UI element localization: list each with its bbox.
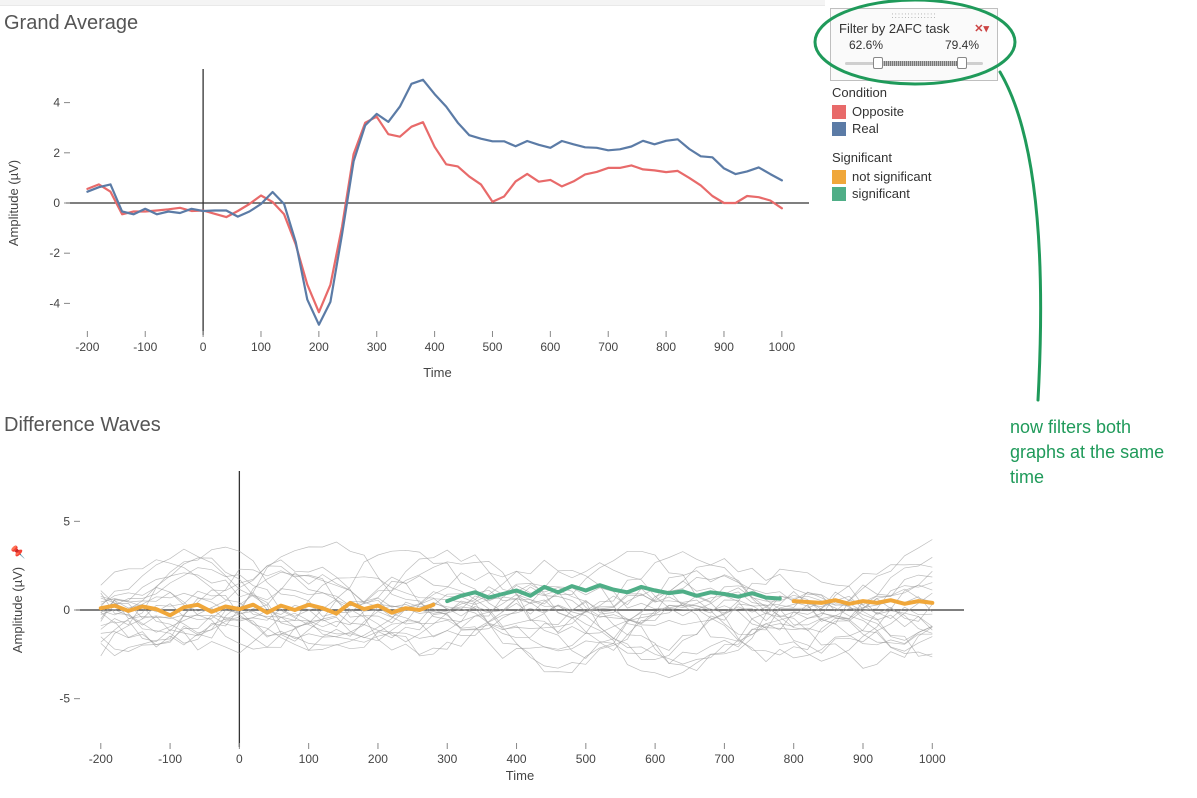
svg-text:-200: -200 (75, 340, 99, 354)
annotation-text: now filters bothgraphs at the sametime (1010, 415, 1164, 491)
svg-text:400: 400 (507, 752, 527, 766)
filter-panel[interactable]: :::::::::::::: Filter by 2AFC task ✕▾ 62… (830, 8, 998, 81)
svg-text:-100: -100 (133, 340, 157, 354)
filter-clear-icon[interactable]: ✕▾ (974, 22, 989, 35)
svg-text:-100: -100 (158, 752, 182, 766)
svg-text:0: 0 (63, 603, 70, 617)
svg-text:Amplitude (µV): Amplitude (µV) (6, 160, 21, 246)
svg-text:200: 200 (309, 340, 329, 354)
svg-text:500: 500 (576, 752, 596, 766)
top-strip (0, 0, 825, 6)
svg-text:-4: -4 (49, 296, 60, 310)
svg-text:600: 600 (645, 752, 665, 766)
swatch-real (832, 122, 846, 136)
slider-fill (878, 61, 962, 66)
legend-item-sig[interactable]: significant (832, 186, 932, 201)
svg-text:1000: 1000 (768, 340, 795, 354)
svg-text:700: 700 (714, 752, 734, 766)
svg-text:-5: -5 (59, 692, 70, 706)
legend-item-real[interactable]: Real (832, 121, 932, 136)
svg-text:900: 900 (853, 752, 873, 766)
legend-item-notsig[interactable]: not significant (832, 169, 932, 184)
svg-text:4: 4 (53, 96, 60, 110)
filter-slider[interactable] (845, 56, 983, 70)
legend-significant-title: Significant (832, 150, 932, 165)
legend-label-notsig: not significant (852, 169, 932, 184)
svg-text:800: 800 (656, 340, 676, 354)
legend-condition-title: Condition (832, 85, 932, 100)
svg-text:0: 0 (200, 340, 207, 354)
canvas-root: Grand Average -200-100010020030040050060… (0, 0, 1197, 798)
legend-label-opposite: Opposite (852, 104, 904, 119)
svg-text:1000: 1000 (919, 752, 946, 766)
panel-grip-icon[interactable]: :::::::::::::: (839, 13, 989, 19)
swatch-notsig (832, 170, 846, 184)
filter-title: Filter by 2AFC task (839, 21, 950, 36)
svg-text:400: 400 (425, 340, 445, 354)
legend-item-opposite[interactable]: Opposite (832, 104, 932, 119)
svg-text:100: 100 (299, 752, 319, 766)
svg-text:Time: Time (423, 365, 451, 380)
legend-condition: Condition Opposite Real (832, 85, 932, 136)
difference-waves-chart: Difference Waves -200-100010020030040050… (0, 410, 1000, 795)
svg-text:📌: 📌 (10, 544, 25, 559)
svg-text:-200: -200 (89, 752, 113, 766)
svg-text:Amplitude (µV): Amplitude (µV) (10, 567, 25, 653)
svg-text:600: 600 (540, 340, 560, 354)
svg-text:700: 700 (598, 340, 618, 354)
grand-average-chart: Grand Average -200 -100 0 100 200 300 400 500 60… (0, 8, 825, 398)
swatch-sig (832, 187, 846, 201)
svg-text:500: 500 (482, 340, 502, 354)
filter-high-value: 79.4% (945, 38, 979, 52)
slider-handle-low[interactable] (873, 57, 883, 69)
svg-text:100: 100 (251, 340, 271, 354)
svg-text:800: 800 (784, 752, 804, 766)
svg-text:900: 900 (714, 340, 734, 354)
chart1-title: Grand Average (4, 12, 825, 35)
legend-label-sig: significant (852, 186, 910, 201)
svg-text:-2: -2 (49, 246, 60, 260)
chart1-svg: -200 -100 0 100 200 300 400 500 600 700 800 900 1000… (0, 35, 825, 391)
svg-text:Time: Time (506, 768, 534, 783)
legend-significant: Significant not significant significant (832, 150, 932, 201)
svg-text:200: 200 (368, 752, 388, 766)
svg-text:0: 0 (53, 196, 60, 210)
legends: Condition Opposite Real Significant not … (832, 85, 932, 203)
legend-label-real: Real (852, 121, 879, 136)
slider-handle-high[interactable] (957, 57, 967, 69)
svg-text:300: 300 (437, 752, 457, 766)
chart2-svg: -200 -100 0 100 200 300 400 500 600 700 800 900 1000… (0, 437, 1000, 788)
svg-text:300: 300 (367, 340, 387, 354)
svg-text:5: 5 (63, 514, 70, 528)
chart2-title: Difference Waves (4, 414, 1000, 437)
filter-low-value: 62.6% (849, 38, 883, 52)
svg-text:2: 2 (53, 146, 60, 160)
swatch-opposite (832, 105, 846, 119)
svg-text:0: 0 (236, 752, 243, 766)
